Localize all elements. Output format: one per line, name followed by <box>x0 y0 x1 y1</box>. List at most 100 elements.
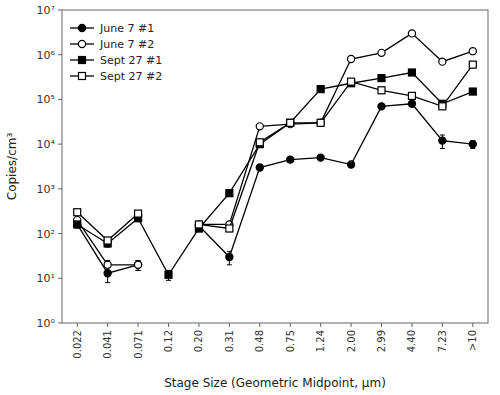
point <box>317 154 324 161</box>
point <box>256 123 263 130</box>
point <box>469 48 476 55</box>
point <box>74 221 81 228</box>
plot-frame <box>62 10 488 323</box>
legend-label: Sept 27 #1 <box>100 54 162 67</box>
y-tick <box>58 10 62 11</box>
series <box>74 100 477 282</box>
point <box>378 49 385 56</box>
x-tick <box>138 323 139 327</box>
point <box>104 261 111 268</box>
x-tick-label: 1.24 <box>315 330 326 352</box>
x-tick <box>198 323 199 327</box>
y-tick-label: 10⁴ <box>37 138 56 151</box>
point <box>347 55 354 62</box>
x-tick <box>381 323 382 327</box>
x-tick-label: >10 <box>467 330 478 351</box>
point <box>378 87 385 94</box>
x-tick-label: 2.00 <box>346 330 357 352</box>
point <box>74 221 81 228</box>
x-axis-label: Stage Size (Geometric Midpoint, μm) <box>164 376 386 390</box>
y-tick-label: 10² <box>37 228 55 241</box>
legend-marker <box>78 40 85 47</box>
x-tick-label: 7.23 <box>437 330 448 352</box>
point <box>469 61 476 68</box>
point <box>134 261 141 268</box>
point <box>195 221 202 228</box>
x-tick-label: 4.40 <box>406 330 417 352</box>
point <box>226 253 233 260</box>
x-tick-label: 0.20 <box>193 330 204 352</box>
x-tick <box>472 323 473 327</box>
error-bar-cap <box>136 270 141 271</box>
legend-marker <box>79 73 86 80</box>
point <box>317 119 324 126</box>
point <box>134 261 141 268</box>
point <box>347 161 354 168</box>
point <box>408 30 415 37</box>
x-tick-label: 0.75 <box>285 330 296 352</box>
plot-area <box>74 30 477 283</box>
point <box>256 139 263 146</box>
point <box>287 119 294 126</box>
point <box>317 86 324 93</box>
x-tick-label: 0.31 <box>224 330 235 352</box>
legend: June 7 #1June 7 #2Sept 27 #1Sept 27 #2 <box>70 22 162 83</box>
chart: 10⁰10¹10²10³10⁴10⁵10⁶10⁷0.0220.0410.0710… <box>0 0 500 395</box>
point <box>226 225 233 232</box>
y-axis-label: Copies/cm³ <box>5 133 19 201</box>
y-tick-label: 10¹ <box>37 272 55 285</box>
x-tick-label: 0.022 <box>72 330 83 359</box>
x-tick-label: 0.48 <box>254 330 265 352</box>
error-bar-cap <box>227 264 232 265</box>
series <box>74 69 477 280</box>
point <box>287 156 294 163</box>
point <box>135 210 142 217</box>
x-tick <box>411 323 412 327</box>
y-tick-label: 10⁶ <box>37 49 56 62</box>
point <box>439 58 446 65</box>
series-line <box>77 33 473 264</box>
error-bar-cap <box>136 270 141 271</box>
point <box>378 75 385 82</box>
x-tick-label: 2.99 <box>376 330 387 352</box>
legend-label: June 7 #2 <box>99 38 154 51</box>
point <box>439 137 446 144</box>
y-tick <box>58 233 62 234</box>
error-bar-cap <box>166 280 171 281</box>
point <box>408 92 415 99</box>
legend-marker <box>78 24 85 31</box>
point <box>348 78 355 85</box>
series-line <box>77 65 473 241</box>
point <box>317 119 324 126</box>
error-bar-cap <box>227 251 232 252</box>
x-tick <box>168 323 169 327</box>
point <box>104 270 111 277</box>
point <box>287 119 294 126</box>
x-tick <box>351 323 352 327</box>
x-tick <box>290 323 291 327</box>
legend-label: June 7 #1 <box>99 22 154 35</box>
series-line <box>77 104 473 273</box>
error-bar <box>166 270 171 280</box>
point <box>74 209 81 216</box>
x-tick <box>442 323 443 327</box>
series-line <box>77 73 473 275</box>
y-tick-label: 10⁵ <box>37 93 55 106</box>
point <box>408 100 415 107</box>
point <box>408 69 415 76</box>
error-bar-cap <box>440 135 445 136</box>
point <box>378 103 385 110</box>
x-tick <box>107 323 108 327</box>
y-tick-label: 10⁰ <box>37 317 56 330</box>
point <box>469 88 476 95</box>
x-tick-label: 0.12 <box>163 330 174 352</box>
legend-marker <box>79 57 86 64</box>
series <box>74 61 477 244</box>
x-tick <box>259 323 260 327</box>
error-bar-cap <box>440 148 445 149</box>
point <box>256 164 263 171</box>
x-tick-label: 0.071 <box>133 330 144 359</box>
point <box>165 271 172 278</box>
y-tick-label: 10⁷ <box>37 4 55 17</box>
series <box>74 30 477 271</box>
